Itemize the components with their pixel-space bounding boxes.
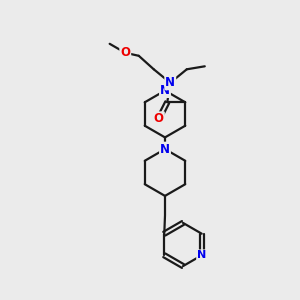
Text: N: N: [197, 250, 206, 260]
Text: O: O: [154, 112, 164, 125]
Text: N: N: [165, 76, 175, 89]
Text: N: N: [160, 142, 170, 156]
Text: O: O: [120, 46, 130, 59]
Text: N: N: [160, 84, 170, 97]
